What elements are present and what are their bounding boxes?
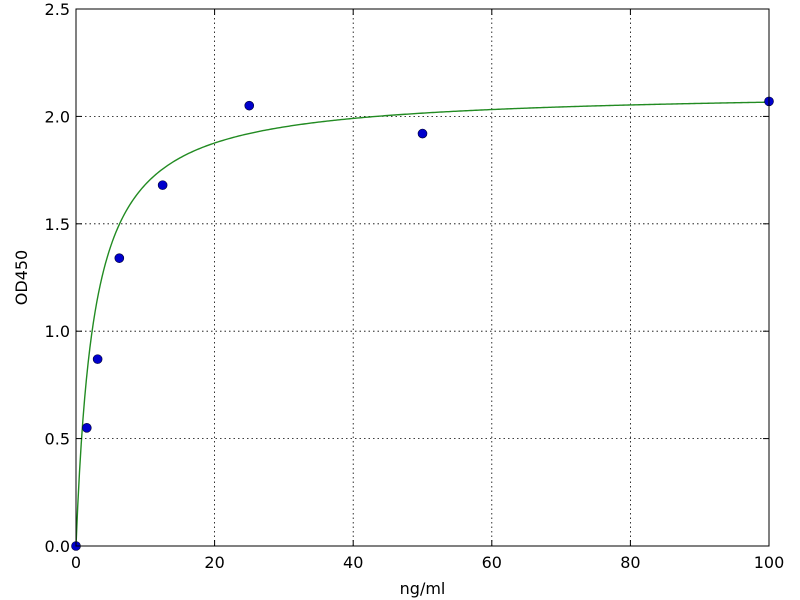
y-tick-label: 0.5 <box>45 430 70 449</box>
plot-frame <box>75 8 770 547</box>
x-tick-label: 100 <box>754 553 785 572</box>
data-point <box>82 423 92 433</box>
y-tick-label: 2.5 <box>45 0 70 19</box>
x-tick-label: 0 <box>71 553 81 572</box>
y-tick-label: 1.5 <box>45 215 70 234</box>
x-tick-label: 60 <box>482 553 502 572</box>
x-tick-label: 40 <box>343 553 363 572</box>
fit-curve <box>75 101 770 547</box>
data-point <box>114 253 125 263</box>
y-tick-label: 1.0 <box>45 322 70 341</box>
x-tick-label: 80 <box>620 553 640 572</box>
tick-labels-layer: 0 20 40 60 80 100 0.0 0.5 1.0 1.5 2.0 2.5 <box>45 0 785 572</box>
y-tick-label: 0.0 <box>45 537 70 556</box>
y-tick-label: 2.0 <box>45 107 70 126</box>
ticks-layer <box>75 8 770 547</box>
data-point <box>157 180 168 190</box>
data-point <box>417 128 428 139</box>
points-layer <box>71 96 774 551</box>
x-tick-label: 20 <box>204 553 224 572</box>
curve-layer <box>75 101 770 547</box>
data-point <box>92 354 103 364</box>
x-axis-title: ng/ml <box>400 579 446 598</box>
grid-layer <box>76 9 769 546</box>
y-axis-title: OD450 <box>12 250 31 305</box>
data-point <box>244 100 255 111</box>
